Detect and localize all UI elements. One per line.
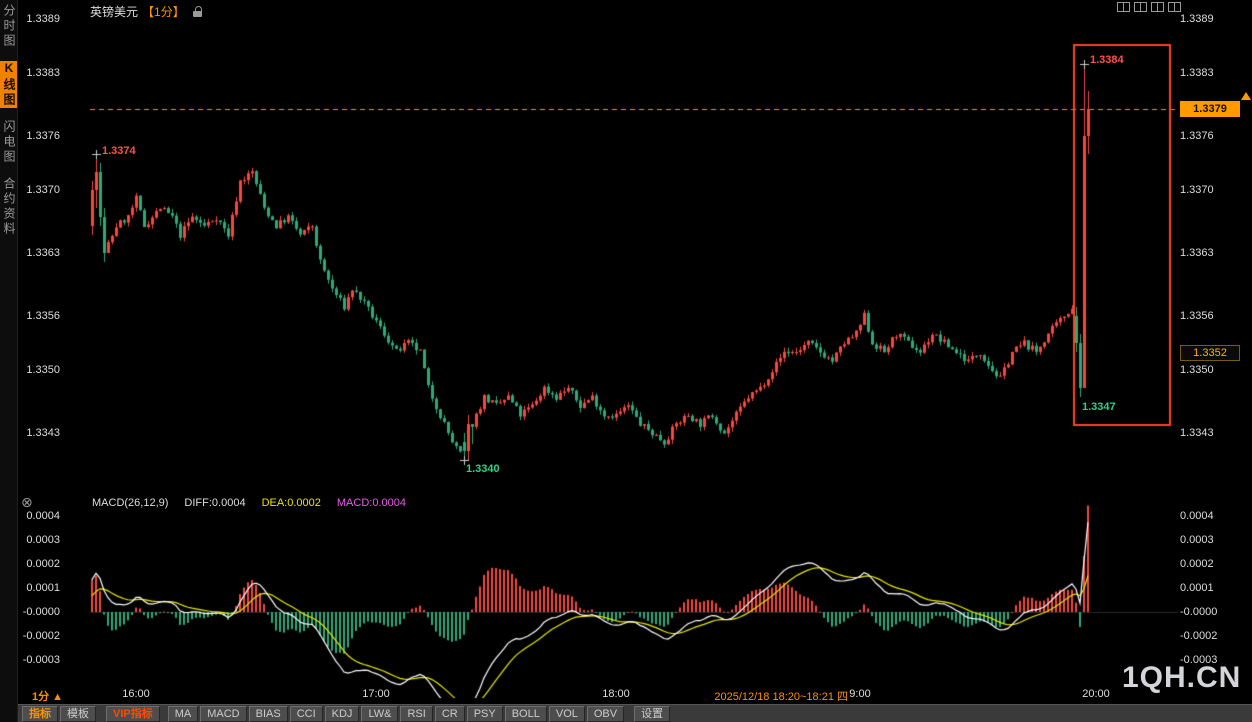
x-axis-label: 20:00 <box>1082 688 1110 700</box>
annotation-spike-high: 1.3384 <box>1090 54 1124 66</box>
toolbar-tab-cr[interactable]: CR <box>434 705 465 722</box>
single-window-icon[interactable] <box>1168 2 1181 12</box>
macd-tick-right: 0.0002 <box>1180 558 1214 570</box>
macd-label-row: MACD(26,12,9) DIFF:0.0004 DEA:0.0002 MAC… <box>92 497 406 509</box>
x-axis-label: 18:00 <box>602 688 630 700</box>
toolbar-tab-lwr[interactable]: LW& <box>361 705 399 722</box>
price-tick-right: 1.3356 <box>1180 310 1214 322</box>
macd-tick-right: 0.0001 <box>1180 582 1214 594</box>
chart-header: 英镑美元 【1分】 <box>90 3 204 20</box>
symbol-title: 英镑美元 <box>90 5 139 19</box>
last-price-badge: 1.3379 <box>1180 101 1240 117</box>
price-up-arrow-icon <box>1241 92 1251 100</box>
sidebar-item-kline-chart[interactable]: K线图 <box>0 61 17 108</box>
lock-shackle <box>194 6 202 12</box>
x-axis-label: 17:00 <box>362 688 390 700</box>
price-tick-right: 1.3350 <box>1180 364 1214 376</box>
macd-tick-left: 0.0001 <box>26 582 60 594</box>
price-tick-right: 1.3343 <box>1180 427 1214 439</box>
x-axis-label: 9:00 <box>849 688 871 700</box>
price-tick-right: 1.3363 <box>1180 247 1214 259</box>
macd-tick-left: -0.0000 <box>22 606 60 618</box>
annotation-spike-low: 1.3347 <box>1082 401 1116 413</box>
sidebar-item-contract-info[interactable]: 合约资料 <box>2 177 16 237</box>
toolbar-tab-vol[interactable]: VOL <box>548 705 585 722</box>
macd-tick-right: 0.0004 <box>1180 510 1214 522</box>
split-vertical-icon[interactable] <box>1151 2 1164 12</box>
macd-tick-left: -0.0003 <box>22 654 60 666</box>
price-tick-right: 1.3383 <box>1180 67 1214 79</box>
left-sidebar: 分时图 K线图闪电图合约资料 <box>0 0 18 722</box>
macd-macd-value: MACD:0.0004 <box>336 497 406 509</box>
macd-tick-right: 0.0003 <box>1180 534 1214 546</box>
split-horizontal-icon[interactable] <box>1134 2 1147 12</box>
annotation-early-high: 1.3374 <box>102 145 136 157</box>
toolbar-tab-indicators[interactable]: 指标 <box>22 705 58 722</box>
price-tick-right: 1.3370 <box>1180 184 1214 196</box>
macd-tick-right: -0.0003 <box>1180 654 1218 666</box>
mid-price-badge: 1.3352 <box>1180 345 1240 361</box>
toolbar-tab-vip-indicators[interactable]: VIP指标 <box>106 705 160 722</box>
macd-dea-value: DEA:0.0002 <box>261 497 321 509</box>
toolbar-tab-boll[interactable]: BOLL <box>504 705 547 722</box>
toolbar-tab-templates[interactable]: 模板 <box>60 705 96 722</box>
macd-tick-right: -0.0000 <box>1180 606 1218 618</box>
tile-grid-icon[interactable] <box>1117 2 1130 12</box>
price-tick-left: 1.3370 <box>26 184 60 196</box>
period-selector[interactable]: 1分 ▲ <box>32 691 64 703</box>
price-tick-left: 1.3350 <box>26 364 60 376</box>
price-tick-left: 1.3356 <box>26 310 60 322</box>
price-tick-right: 1.3376 <box>1180 130 1214 142</box>
price-tick-right: 1.3389 <box>1180 13 1214 25</box>
price-tick-left: 1.3383 <box>26 67 60 79</box>
x-axis-label: 16:00 <box>122 688 150 700</box>
toolbar-tab-psy[interactable]: PSY <box>466 705 503 722</box>
macd-name-label: MACD(26,12,9) <box>92 497 169 509</box>
lock-icon[interactable] <box>193 6 204 17</box>
time-range-label: 2025/12/18 18:20~18:21 四 <box>714 691 848 703</box>
sidebar-item-time-chart[interactable]: 分时图 <box>2 4 16 49</box>
price-tick-left: 1.3343 <box>26 427 60 439</box>
toolbar-tab-rsi[interactable]: RSI <box>400 705 433 722</box>
annotation-session-low: 1.3340 <box>466 463 500 475</box>
macd-diff-value: DIFF:0.0004 <box>184 497 246 509</box>
toolbar-tab-cci[interactable]: CCI <box>289 705 323 722</box>
toolbar-tab-kdj[interactable]: KDJ <box>324 705 360 722</box>
indicator-collapse-icon[interactable]: ⊗ <box>21 494 33 510</box>
price-tick-left: 1.3363 <box>26 247 60 259</box>
toolbar-tab-settings[interactable]: 设置 <box>634 705 671 722</box>
macd-tick-left: 0.0004 <box>26 510 60 522</box>
toolbar-tab-obv[interactable]: OBV <box>586 705 625 722</box>
period-tag: 【1分】 <box>142 5 185 19</box>
lock-body <box>193 10 203 17</box>
macd-tick-left: 0.0003 <box>26 534 60 546</box>
watermark-logo: 1QH.CN <box>1122 661 1242 694</box>
macd-tick-right: -0.0002 <box>1180 630 1218 642</box>
price-tick-left: 1.3376 <box>26 130 60 142</box>
toolbar-tab-ma[interactable]: MA <box>167 705 199 722</box>
toolbar-tab-macd[interactable]: MACD <box>200 705 247 722</box>
bottom-indicator-toolbar: 指标 模板 VIP指标 MA MACD BIAS CCI KDJ LW& RSI CR PSY BOLL… <box>18 704 1252 722</box>
sidebar-item-flash-chart[interactable]: 闪电图 <box>2 120 16 165</box>
price-tick-left: 1.3389 <box>26 13 60 25</box>
toolbar-tab-bias[interactable]: BIAS <box>248 705 288 722</box>
window-layout-icons <box>1117 2 1181 12</box>
macd-tick-left: 0.0002 <box>26 558 60 570</box>
macd-tick-left: -0.0002 <box>22 630 60 642</box>
